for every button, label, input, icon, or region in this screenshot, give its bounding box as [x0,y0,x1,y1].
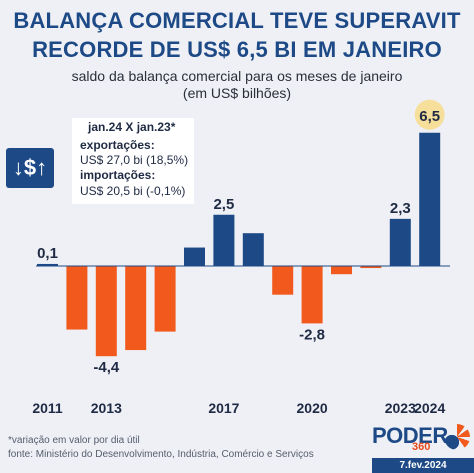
exports-label: exportações: [80,138,155,152]
subtitle-line-2: (em US$ bilhões) [182,85,292,101]
currency-flow-icon: ↓$↑ [6,148,54,188]
highlight-badge [414,99,445,130]
imports-value: US$ 20,5 bi (-0,1%) [80,184,186,198]
bar-2020 [301,266,323,324]
x-tick-2020: 2020 [297,400,328,416]
data-label-2011: 0,1 [37,245,58,262]
title-line-2: RECORDE DE US$ 6,5 BI EM JANEIRO [32,37,442,62]
bar-2024 [419,132,441,266]
exports-value: US$ 27,0 bi (18,5%) [80,153,189,167]
callout-heading: jan.24 X jan.23* [88,120,176,134]
chart-subtitle: saldo da balança comercial para os meses… [0,68,474,102]
title-line-1: BALANÇA COMERCIAL TEVE SUPERAVIT [13,8,461,33]
bar-2019 [272,266,294,295]
data-label-2013: -4,4 [93,359,120,376]
bar-2021 [331,266,352,275]
bar-2016 [184,247,205,266]
callout-panel [72,118,194,204]
bar-2012 [66,266,88,330]
logo-number: 360 [412,441,431,453]
imports-label: importações: [80,168,156,182]
data-label-2023: 2,3 [390,200,411,217]
x-tick-2023: 2023 [385,400,416,416]
bar-2015 [154,266,176,332]
source-note: fonte: Ministério do Desenvolvimento, In… [8,449,314,460]
data-label-2020: -2,8 [299,326,325,343]
bar-2011 [37,263,58,266]
logo-word: PODER [372,423,448,448]
x-tick-2013: 2013 [91,400,122,416]
data-label-2017: 2,5 [213,196,234,213]
poder360-logo: PODER 360 [372,424,448,454]
bar-2023 [389,218,411,266]
logo-rays-icon [444,424,470,450]
bar-2022 [360,266,382,269]
publish-date: 7.fev.2024 [372,458,474,473]
data-label-2024: 6,5 [419,108,440,125]
trade-callout: ↓$↑ [6,118,194,204]
x-tick-2011: 2011 [32,400,63,416]
bar-2018 [242,233,264,266]
footnote: *variação em valor por dia útil [8,435,140,446]
x-tick-2024: 2024 [414,400,445,416]
subtitle-line-1: saldo da balança comercial para os meses… [71,68,403,84]
chart-title: BALANÇA COMERCIAL TEVE SUPERAVIT RECORDE… [0,6,474,64]
bar-2013 [95,266,117,357]
x-tick-2017: 2017 [208,400,239,416]
bar-2017 [213,214,235,266]
bar-2014 [125,266,147,351]
